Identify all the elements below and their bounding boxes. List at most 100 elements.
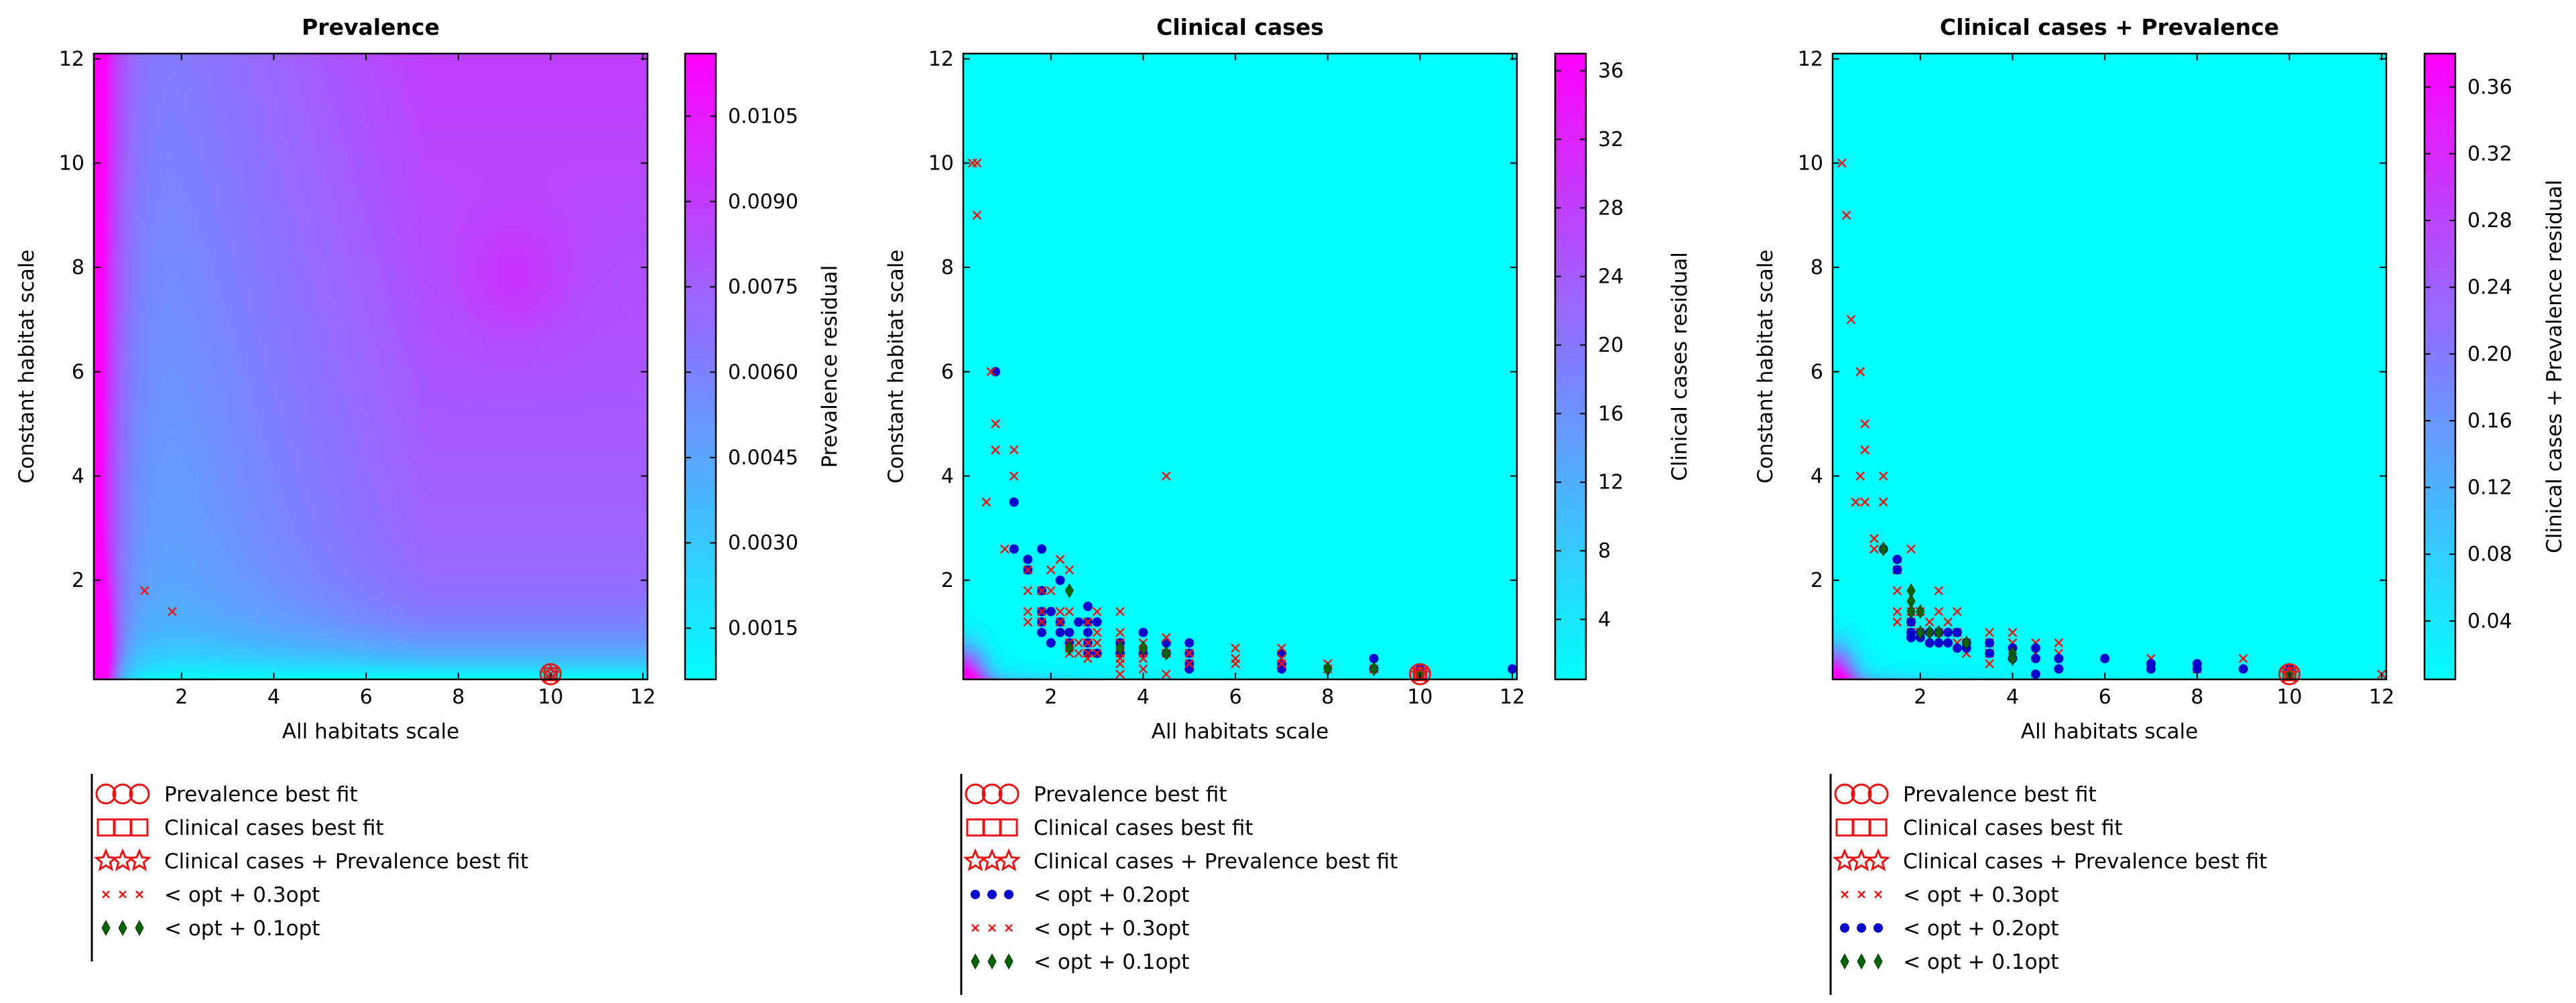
data-point [991,419,1001,429]
data-point [1083,602,1093,612]
legend-label: < opt + 0.3opt [164,883,320,907]
legend-item: Clinical cases + Prevalence best fit [963,848,1398,874]
y-tick-label: 10 [1798,151,1823,175]
data-point [1369,653,1379,663]
data-point [1074,617,1084,627]
legend-marker-icon [113,818,132,837]
data-point [1083,627,1093,637]
data-point [1231,659,1240,669]
y-tick-label: 2 [1811,569,1823,592]
data-point [1064,565,1075,575]
legend-item: Prevalence best fit [965,783,1227,807]
colorbar-tick-label: 28 [1598,196,1623,220]
legend-label: < opt + 0.1opt [1034,950,1189,974]
legend-label: Prevalence best fit [1034,783,1227,807]
data-point [1009,471,1019,481]
data-point [1934,638,1944,648]
legend-marker-icon [1005,924,1013,932]
data-point [1277,659,1286,669]
legend-marker-icon [1851,783,1872,805]
data-point [1092,638,1102,648]
heatmap-image [1833,54,2386,679]
colorbar-tick-label: 0.16 [2467,409,2512,433]
data-point [2054,653,2064,663]
legend-marker-icon [102,890,110,898]
data-point [1892,617,1902,627]
colorbar-tick-label: 20 [1598,334,1623,357]
legend-marker-icon [1857,953,1866,970]
data-point [1023,617,1033,627]
prevalence-best-fit-marker [1408,663,1431,685]
data-point [1023,565,1033,575]
chart-title: Clinical cases [1156,14,1324,40]
data-point [1985,628,1994,637]
y-tick-label: 10 [928,151,954,175]
data-point [1906,632,1916,643]
y-tick-label: 12 [928,48,954,71]
data-point [1138,627,1148,637]
legend: Prevalence best fit Clinical cases best f… [1829,774,2267,995]
x-tick-label: 12 [1499,685,1525,709]
data-point [1064,606,1075,616]
legend-marker-icon [119,890,127,898]
legend-marker-icon [983,818,1001,837]
data-point [1855,366,1865,377]
legend-item: Clinical cases best fit [966,816,1253,840]
x-tick-label: 8 [1321,685,1334,709]
legend-marker-icon [1840,923,1849,933]
colorbar-tick-label: 0.36 [2467,76,2512,99]
data-point [1184,638,1194,648]
data-point [2238,654,2248,663]
data-point [1869,534,1879,543]
data-point [972,158,982,168]
x-tick-label: 2 [1914,685,1926,709]
data-point [1277,643,1286,653]
data-point [2192,664,2202,674]
legend-marker-icon [987,890,997,899]
data-point [1879,541,1888,557]
colorbar-tick-label: 24 [1598,265,1623,289]
data-point [1985,659,1994,669]
data-point [1092,617,1102,627]
data-point [1074,649,1083,658]
legend-marker-icon [965,783,986,805]
colorbar-tick-label: 12 [1598,471,1623,494]
data-point [2008,651,2018,666]
x-axis-label: All habitats scale [282,720,459,744]
data-point [1064,583,1074,598]
data-point [1138,654,1148,663]
data-point [1924,638,1935,648]
data-point [1943,617,1953,627]
data-point [1037,617,1046,627]
data-point [1162,632,1171,643]
legend-item: Clinical cases + Prevalence best fit [1832,848,2267,874]
legend-item: Clinical cases best fit [1835,816,2123,840]
legend-marker-icon [988,924,996,932]
data-point [1023,586,1033,596]
y-tick-label: 12 [1798,48,1823,71]
data-point [1046,586,1056,596]
legend-marker-icon [112,783,133,805]
data-point [1092,649,1102,658]
x-tick-label: 2 [175,685,188,709]
data-point [1837,158,1847,168]
legend-label: < opt + 0.3opt [1034,917,1189,941]
data-point [1860,445,1870,455]
data-point [1083,617,1093,627]
legend-marker-icon [1857,890,1865,898]
legend: Prevalence best fit Clinical cases best f… [90,774,528,961]
plot-frame [1831,52,2388,681]
data-point [991,366,1001,377]
data-point [1009,544,1019,554]
data-point [1855,471,1865,481]
data-point [1115,606,1125,616]
data-point [1009,497,1019,507]
y-tick-label: 6 [941,360,954,384]
legend-marker-icon [1867,783,1889,805]
data-point [991,445,1001,455]
legend-label: < opt + 0.1opt [164,917,320,941]
data-point [1162,669,1171,679]
data-point [1953,606,1962,616]
colorbar-tick-label: 36 [1598,60,1623,83]
legend-label: Clinical cases best fit [1903,816,2123,840]
